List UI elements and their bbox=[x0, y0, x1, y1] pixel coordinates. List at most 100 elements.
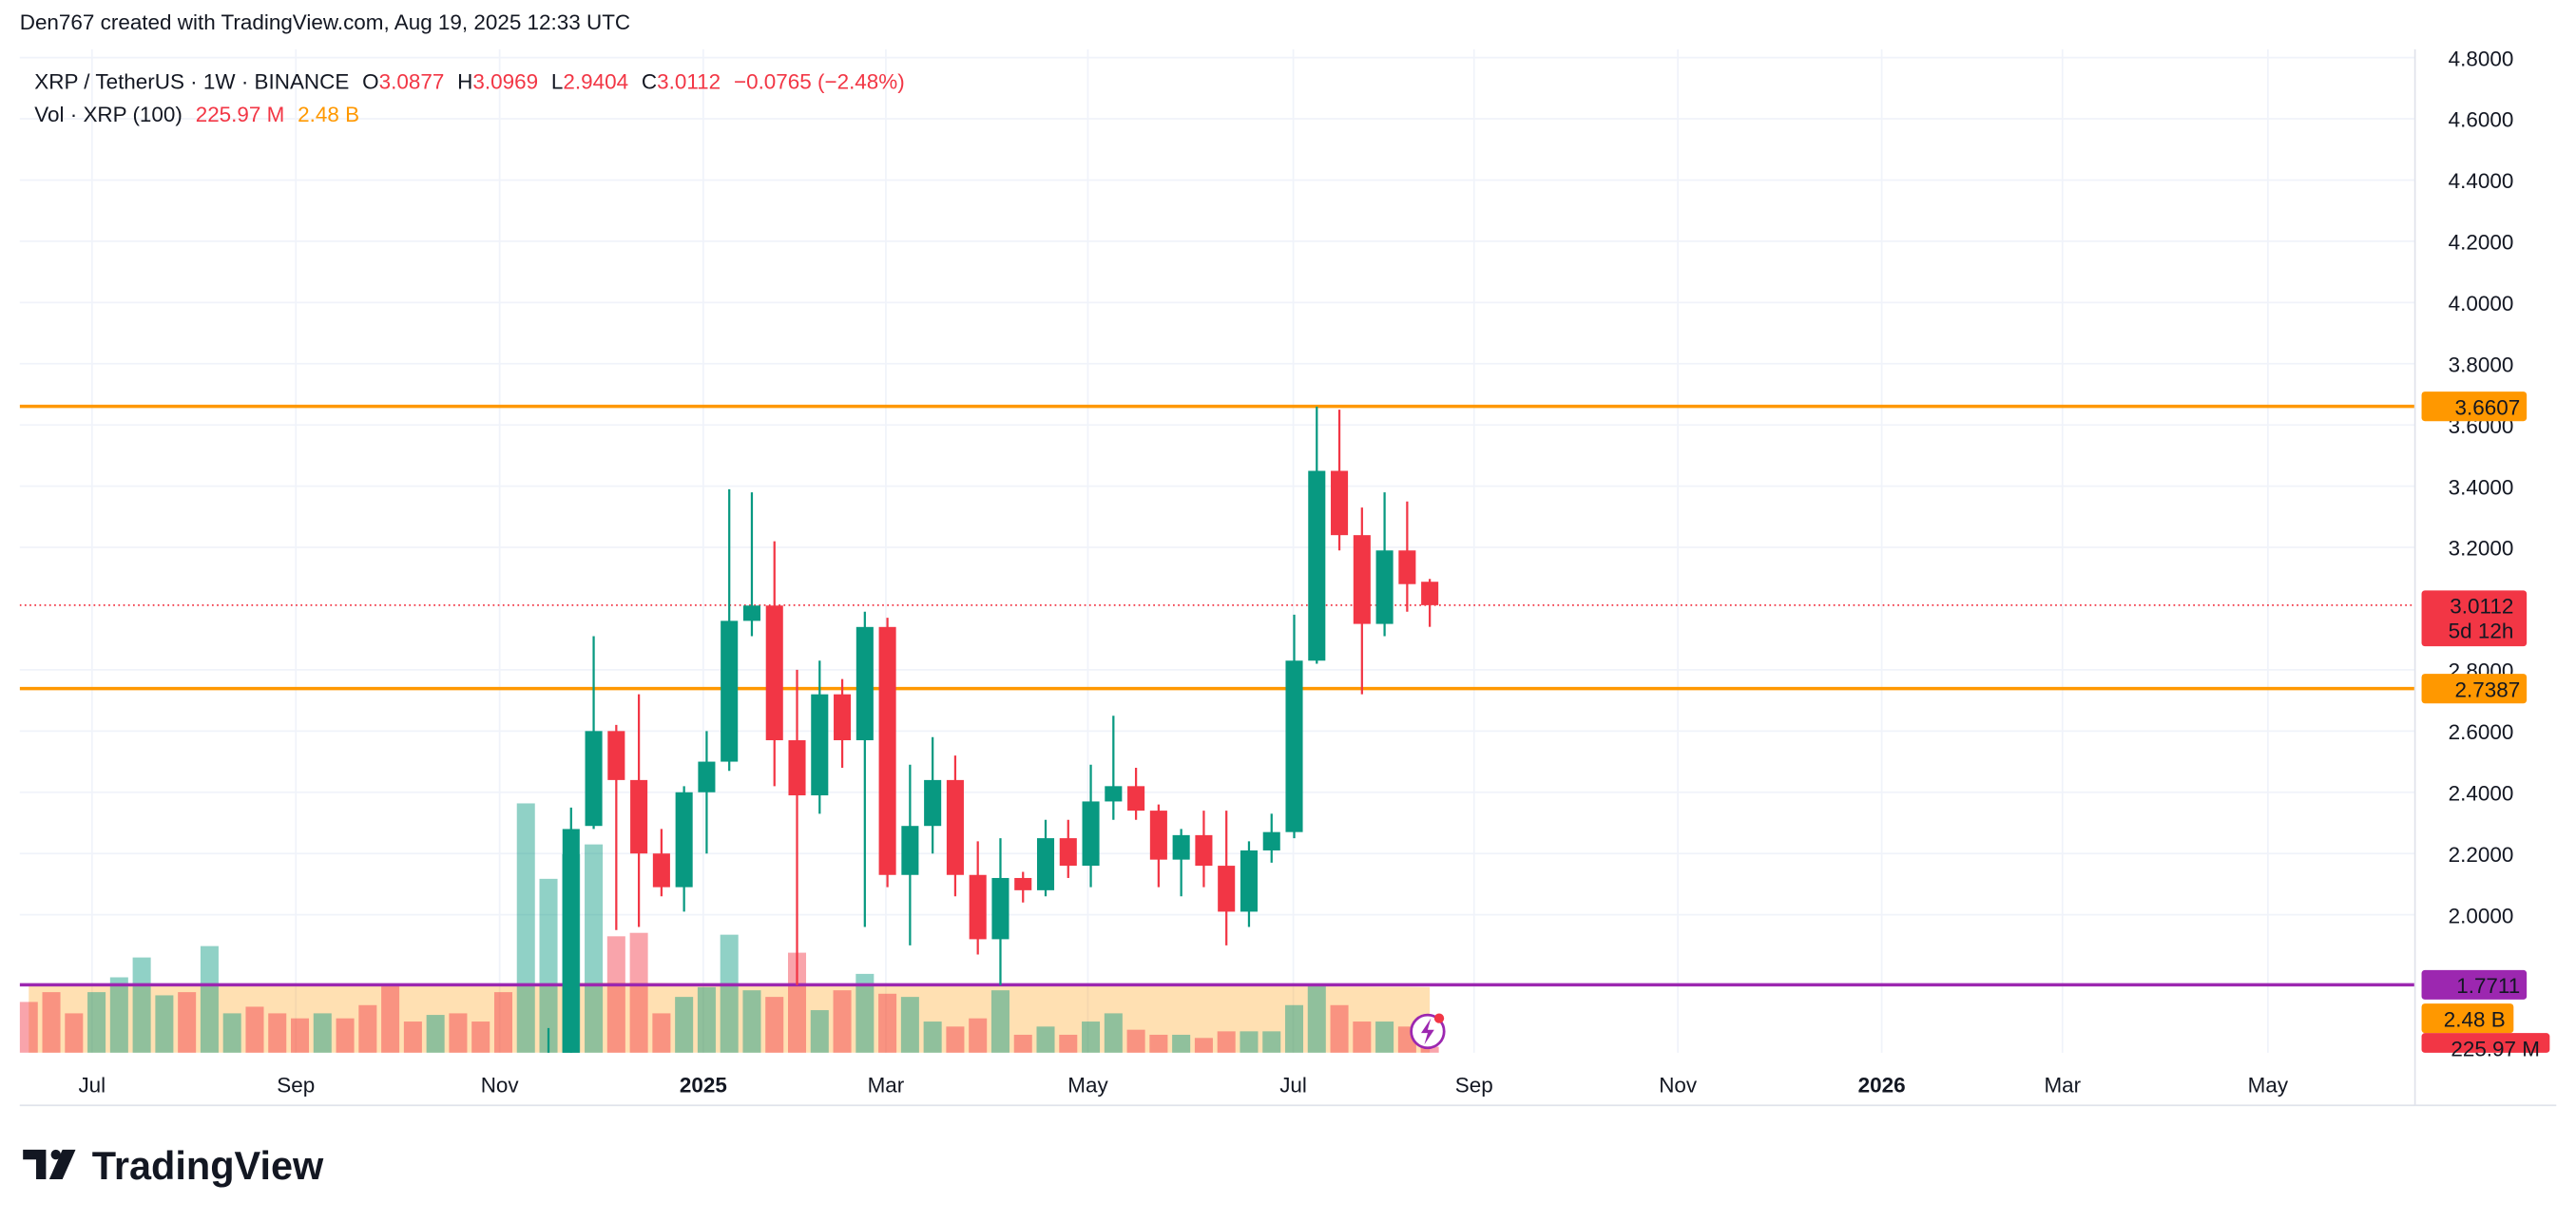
candle-body bbox=[1105, 786, 1123, 802]
volume-bar bbox=[855, 973, 875, 1053]
candle-body bbox=[1398, 550, 1416, 584]
volume-bar bbox=[788, 952, 807, 1053]
volume-bar bbox=[606, 936, 625, 1053]
candle-body bbox=[946, 779, 964, 875]
candle-body bbox=[788, 740, 806, 795]
volume-bar bbox=[245, 1006, 264, 1053]
axes: 2.00002.20002.40002.60002.80003.20003.40… bbox=[78, 47, 2550, 1097]
candle-body bbox=[901, 826, 919, 875]
candles bbox=[547, 406, 1439, 1053]
y-tick-label: 3.2000 bbox=[2449, 537, 2514, 561]
candle-body bbox=[1218, 866, 1236, 912]
volume-bar bbox=[1013, 1034, 1032, 1053]
level-tag bbox=[2421, 674, 2528, 704]
volume-bar bbox=[833, 990, 852, 1053]
candle-body bbox=[742, 605, 761, 621]
volume-pane bbox=[19, 803, 1439, 1053]
volume-bar bbox=[810, 1010, 829, 1053]
candle-body bbox=[1375, 550, 1394, 624]
y-tick-label: 3.4000 bbox=[2449, 475, 2514, 499]
volume-bar bbox=[132, 957, 151, 1053]
volume-bar bbox=[516, 803, 535, 1053]
volume-bar bbox=[155, 995, 174, 1053]
grid bbox=[19, 48, 2415, 1053]
volume-bar bbox=[1036, 1026, 1055, 1053]
legend-line: XRP / TetherUS · 1W · BINANCE O3.0877 H3.0… bbox=[34, 69, 904, 93]
x-tick-label: 2025 bbox=[680, 1073, 727, 1097]
candle-body bbox=[1172, 834, 1190, 860]
x-tick-label: Jul bbox=[1279, 1073, 1307, 1097]
volume-bar bbox=[1375, 1022, 1394, 1053]
volume-bar bbox=[969, 1018, 988, 1053]
volume-bar bbox=[426, 1015, 445, 1053]
volume-ma-area bbox=[29, 983, 1431, 1053]
candle-body bbox=[1331, 470, 1349, 536]
x-tick-label: Jul bbox=[78, 1073, 106, 1097]
y-tick-label: 2.0000 bbox=[2449, 904, 2514, 927]
volume-ma-tag bbox=[2421, 1003, 2514, 1034]
volume-ma-label: 2.48 B bbox=[2444, 1007, 2506, 1031]
volume-title: Vol · XRP (100) bbox=[34, 103, 183, 126]
y-tick-label: 4.0000 bbox=[2449, 292, 2514, 315]
volume-bar bbox=[336, 1018, 355, 1053]
last-price-label: 3.0112 bbox=[2450, 595, 2513, 619]
volume-bar bbox=[765, 997, 784, 1053]
volume-bar bbox=[585, 844, 604, 1053]
x-tick-label: Sep bbox=[277, 1073, 315, 1097]
logo-text: TradingView bbox=[92, 1143, 324, 1188]
y-tick-label: 3.8000 bbox=[2449, 353, 2514, 376]
ohlc-key: C bbox=[642, 69, 657, 93]
candle-body bbox=[562, 829, 580, 1053]
volume-bar bbox=[1059, 1034, 1078, 1053]
y-tick-label: 2.6000 bbox=[2449, 720, 2514, 744]
volume-bar bbox=[1194, 1038, 1213, 1053]
volume-bar bbox=[403, 1022, 422, 1053]
candle-body bbox=[1195, 834, 1213, 867]
x-tick-label: Sep bbox=[1455, 1073, 1493, 1097]
volume-bar bbox=[222, 1013, 241, 1053]
candle-body bbox=[1127, 786, 1145, 811]
alert-icon bbox=[1410, 1013, 1446, 1050]
ohlc-key: H bbox=[457, 69, 472, 93]
y-tick-label: 2.4000 bbox=[2449, 781, 2514, 805]
volume-bar bbox=[539, 878, 558, 1053]
level-tag bbox=[2421, 969, 2528, 1000]
candle-body bbox=[1262, 831, 1280, 850]
candle-body bbox=[1421, 582, 1439, 605]
y-tick-label: 4.8000 bbox=[2449, 47, 2514, 70]
volume-legend: Vol · XRP (100) 225.97 M 2.48 B bbox=[34, 103, 359, 126]
ohlc-key: L bbox=[551, 69, 564, 93]
last-price-tag bbox=[2421, 590, 2528, 647]
volume-bar bbox=[1082, 1022, 1101, 1053]
volume-bar bbox=[1307, 985, 1326, 1053]
candle-body bbox=[721, 621, 739, 762]
volume-bar bbox=[200, 945, 219, 1053]
volume-bar bbox=[471, 1022, 490, 1053]
volume-bar bbox=[900, 997, 919, 1053]
candle-body bbox=[1353, 535, 1371, 624]
volume-bar bbox=[675, 997, 694, 1053]
candle-body bbox=[855, 626, 874, 741]
volume-bar bbox=[990, 990, 1009, 1053]
x-tick-label: Nov bbox=[481, 1073, 520, 1097]
y-tick-label: 4.4000 bbox=[2449, 169, 2514, 193]
volume-bar bbox=[358, 1004, 377, 1053]
volume-bar bbox=[1149, 1034, 1168, 1053]
y-tick-label: 4.6000 bbox=[2449, 108, 2514, 132]
candle-body bbox=[1285, 660, 1303, 832]
candle-body bbox=[1014, 877, 1032, 890]
symbol: XRP / TetherUS · 1W · BINANCE bbox=[34, 69, 349, 93]
volume-bar bbox=[42, 992, 61, 1053]
candle-body bbox=[698, 761, 716, 792]
volume-bar bbox=[1217, 1031, 1236, 1053]
volume-bar bbox=[878, 993, 897, 1053]
volume-bar bbox=[652, 1013, 671, 1053]
volume-bar bbox=[923, 1022, 942, 1053]
candle-body bbox=[1149, 811, 1167, 860]
y-tick-label: 2.2000 bbox=[2449, 843, 2514, 867]
candle-body bbox=[834, 694, 852, 741]
candle-body bbox=[1036, 838, 1055, 890]
volume-bar bbox=[1420, 1046, 1439, 1053]
candle-body bbox=[924, 779, 942, 827]
ohlc-key: O bbox=[362, 69, 378, 93]
